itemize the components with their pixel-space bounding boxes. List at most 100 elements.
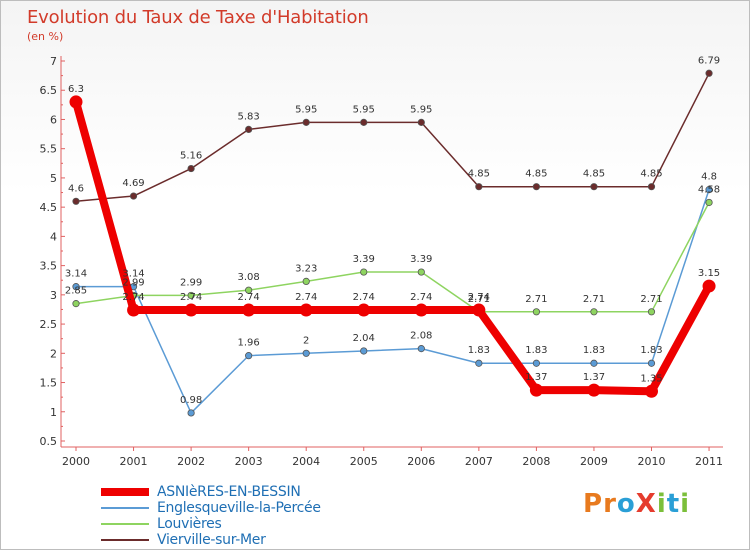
legend-label: Louvières <box>157 516 222 532</box>
x-tick-label: 2005 <box>350 455 378 468</box>
data-point-englesqueville-la-perc-e <box>590 359 598 367</box>
legend-label: ASNIèRES-EN-BESSIN <box>157 484 301 500</box>
data-label-vierville-sur-mer: 5.95 <box>410 104 432 115</box>
data-label-vierville-sur-mer: 5.95 <box>295 104 317 115</box>
data-label-vierville-sur-mer: 5.83 <box>238 111 260 122</box>
logo-letter: i <box>680 489 691 519</box>
data-label-louvi-res: 2.71 <box>640 294 662 305</box>
logo-letter: t <box>666 489 681 519</box>
data-point-vierville-sur-mer <box>360 118 368 126</box>
y-tick-label: 4.5 <box>40 201 58 214</box>
data-label-louvi-res: 3.39 <box>410 254 432 265</box>
x-tick-label: 2003 <box>235 455 263 468</box>
data-label-louvi-res: 2.99 <box>122 277 144 288</box>
y-tick-label: 3 <box>50 289 57 302</box>
y-tick-label: 3.5 <box>40 260 58 273</box>
data-point-englesqueville-la-perc-e <box>705 186 713 194</box>
data-point-asni-res-en-bessin <box>645 384 658 398</box>
data-point-vierville-sur-mer <box>245 125 253 133</box>
data-label-englesqueville-la-perc-e: 1.83 <box>583 345 605 356</box>
data-point-vierville-sur-mer <box>705 69 713 77</box>
data-point-englesqueville-la-perc-e <box>302 349 310 357</box>
legend-label: Vierville-sur-Mer <box>157 532 266 548</box>
data-point-englesqueville-la-perc-e <box>360 347 368 355</box>
data-label-englesqueville-la-perc-e: 0.98 <box>180 395 202 406</box>
y-tick-label: 6 <box>50 113 57 126</box>
data-label-asni-res-en-bessin: 1.35 <box>640 373 662 384</box>
legend-swatch <box>101 507 149 509</box>
data-label-asni-res-en-bessin: 2.74 <box>180 292 202 303</box>
series-line-louvi-res <box>75 201 710 313</box>
data-label-englesqueville-la-perc-e: 2.08 <box>410 331 432 342</box>
data-label-asni-res-en-bessin: 2.74 <box>353 292 375 303</box>
data-point-englesqueville-la-perc-e <box>187 409 195 417</box>
data-label-vierville-sur-mer: 4.6 <box>68 183 84 194</box>
data-label-englesqueville-la-perc-e: 4.8 <box>701 172 717 183</box>
series-line-englesqueville-la-perc-e <box>75 188 710 414</box>
data-label-asni-res-en-bessin: 2.74 <box>468 292 490 303</box>
x-tick-label: 2002 <box>177 455 205 468</box>
y-tick-label: 5.5 <box>40 143 58 156</box>
x-tick-label: 2001 <box>120 455 148 468</box>
data-point-asni-res-en-bessin <box>127 303 141 317</box>
y-tick-label: 5 <box>50 172 57 185</box>
data-label-louvi-res: 3.23 <box>295 263 317 274</box>
data-label-louvi-res: 3.08 <box>238 272 260 283</box>
data-label-vierville-sur-mer: 4.85 <box>583 169 605 180</box>
data-point-asni-res-en-bessin <box>69 95 83 109</box>
data-label-asni-res-en-bessin: 2.74 <box>295 292 317 303</box>
data-point-vierville-sur-mer <box>302 118 310 126</box>
data-label-louvi-res: 2.71 <box>525 294 547 305</box>
data-label-louvi-res: 2.99 <box>180 277 202 288</box>
y-tick-label: 1 <box>50 406 57 419</box>
data-point-englesqueville-la-perc-e <box>245 352 253 360</box>
y-tick-label: 6.5 <box>40 84 58 97</box>
y-tick-label: 7 <box>50 55 57 68</box>
data-point-louvi-res <box>647 308 656 316</box>
data-label-asni-res-en-bessin: 2.74 <box>122 292 144 303</box>
y-tick-label: 2.5 <box>40 318 58 331</box>
proxiti-logo: ProXiti <box>583 489 690 519</box>
data-label-englesqueville-la-perc-e: 1.83 <box>640 345 662 356</box>
x-tick-label: 2004 <box>292 455 320 468</box>
legend-swatch <box>101 523 149 525</box>
data-label-vierville-sur-mer: 6.79 <box>698 55 720 66</box>
x-tick-label: 2008 <box>522 455 550 468</box>
logo-letter: r <box>603 489 617 519</box>
data-label-vierville-sur-mer: 4.85 <box>468 169 490 180</box>
logo-letter: X <box>635 489 657 519</box>
data-point-asni-res-en-bessin <box>357 303 371 317</box>
data-point-vierville-sur-mer <box>475 183 483 191</box>
data-label-vierville-sur-mer: 5.16 <box>180 151 202 162</box>
data-label-asni-res-en-bessin: 1.37 <box>583 372 605 383</box>
y-tick-label: 0.5 <box>40 435 58 448</box>
series-line-asni-res-en-bessin <box>72 97 714 396</box>
y-tick-label: 2 <box>50 347 57 360</box>
data-label-englesqueville-la-perc-e: 3.14 <box>122 269 144 280</box>
data-label-asni-res-en-bessin: 2.74 <box>410 292 432 303</box>
data-label-louvi-res: 3.39 <box>353 254 375 265</box>
data-point-vierville-sur-mer <box>532 183 541 191</box>
data-point-asni-res-en-bessin <box>702 279 716 293</box>
data-label-louvi-res: 2.71 <box>583 294 605 305</box>
data-point-asni-res-en-bessin <box>242 303 256 317</box>
data-label-louvi-res: 2.85 <box>65 286 87 297</box>
chart-title: Evolution du Taux de Taxe d'Habitation <box>27 7 369 28</box>
legend-swatch <box>101 488 149 496</box>
data-label-vierville-sur-mer: 4.85 <box>640 169 662 180</box>
data-point-vierville-sur-mer <box>647 183 656 191</box>
data-point-asni-res-en-bessin <box>529 383 543 397</box>
data-point-englesqueville-la-perc-e <box>417 345 425 353</box>
data-label-asni-res-en-bessin: 1.37 <box>525 372 547 383</box>
data-point-asni-res-en-bessin <box>472 303 486 317</box>
data-point-louvi-res <box>72 300 80 308</box>
data-label-englesqueville-la-perc-e: 1.83 <box>525 345 547 356</box>
data-label-louvi-res: 4.58 <box>698 184 720 195</box>
x-tick-label: 2006 <box>407 455 435 468</box>
data-label-englesqueville-la-perc-e: 3.14 <box>65 269 87 280</box>
x-tick-label: 2000 <box>62 455 90 468</box>
data-label-louvi-res: 2.71 <box>468 294 490 305</box>
data-point-louvi-res <box>705 198 713 207</box>
data-label-asni-res-en-bessin: 6.3 <box>68 84 84 95</box>
